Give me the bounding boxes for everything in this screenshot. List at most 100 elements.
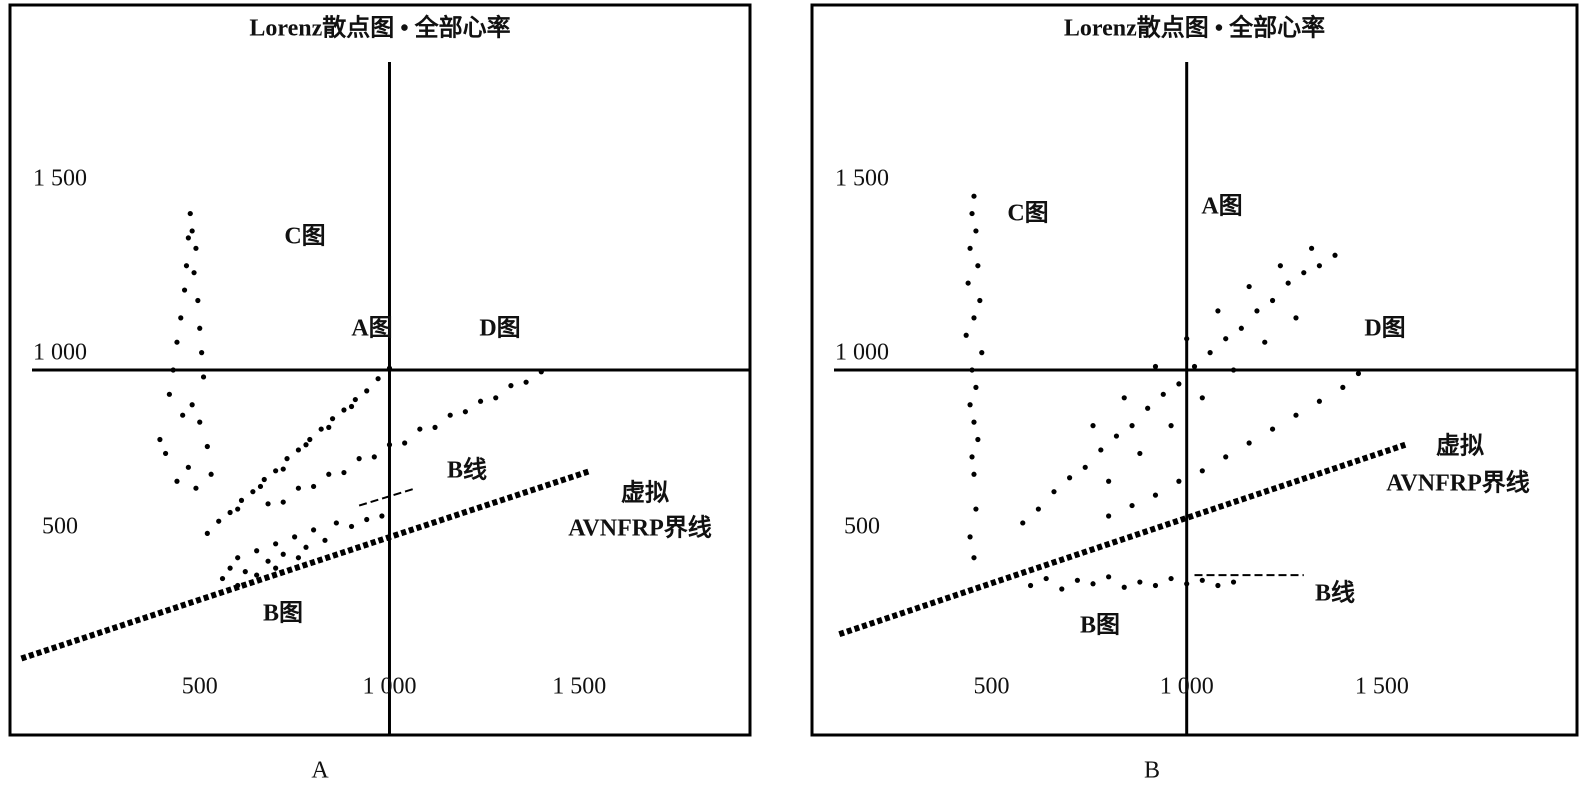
caption: A [311, 758, 329, 784]
scatter-point [1199, 468, 1205, 474]
cluster-label: D图 [479, 315, 520, 342]
scatter-point [1106, 574, 1112, 580]
cluster-label: C图 [284, 223, 325, 250]
cluster-label: B图 [263, 600, 303, 627]
scatter-point [227, 565, 233, 571]
scatter-point [1160, 391, 1166, 397]
scatter-point [189, 228, 195, 234]
scatter-point [973, 506, 979, 512]
scatter-point [1316, 263, 1322, 269]
scatter-point [199, 350, 205, 356]
scatter-point [273, 565, 279, 571]
scatter-point [185, 235, 191, 241]
scatter-point [1090, 581, 1096, 587]
scatter-point [295, 485, 302, 491]
scatter-point [1129, 502, 1135, 509]
scatter-point [280, 551, 286, 557]
scatter-point [975, 436, 981, 443]
scatter-point [1090, 423, 1096, 429]
scatter-point [1269, 426, 1276, 432]
scatter-point [1137, 450, 1143, 457]
scatter-point [265, 558, 271, 564]
scatter-point [1285, 280, 1291, 286]
scatter-point [307, 436, 313, 443]
scatter-point [1027, 582, 1034, 589]
scatter-point [193, 485, 199, 491]
scatter-point [477, 398, 484, 404]
scatter-point [333, 520, 339, 526]
scatter-point [1152, 492, 1159, 498]
reference-line [838, 441, 1407, 638]
scatter-point [242, 569, 248, 575]
scatter-point [1129, 423, 1135, 429]
scatter-point [1199, 577, 1205, 583]
x-tick-label: 500 [182, 674, 218, 700]
x-tick-label: 1 000 [1160, 674, 1214, 700]
scatter-point [352, 396, 358, 403]
y-tick-label: 1 000 [33, 340, 87, 366]
scatter-point [1176, 381, 1182, 387]
scatter-point [1184, 336, 1190, 342]
scatter-point [1332, 252, 1338, 258]
scatter-point [1277, 263, 1283, 269]
scatter-point [1051, 489, 1057, 495]
scatter-point [1293, 412, 1299, 418]
scatter-point [1168, 423, 1174, 429]
scatter-point [1207, 350, 1213, 356]
y-tick-label: 1 500 [835, 166, 889, 192]
chart-title: Lorenz散点图 • 全部心率 [249, 14, 510, 42]
scatter-point [386, 442, 393, 448]
scatter-point [523, 379, 529, 385]
scatter-point [447, 412, 453, 418]
scatter-point [174, 478, 180, 484]
scatter-point [273, 541, 279, 547]
scatter-point [216, 518, 222, 524]
scatter-point [1152, 363, 1159, 370]
y-tick-label: 500 [42, 513, 78, 539]
scatter-point [280, 499, 286, 505]
scatter-point [326, 424, 332, 430]
scatter-point [341, 469, 347, 476]
reference-line-label: AVNFRP界线 [1386, 470, 1530, 497]
x-tick-label: 1 500 [552, 674, 606, 700]
scatter-point [310, 483, 317, 490]
scatter-point [265, 501, 271, 507]
scatter-point [219, 575, 226, 582]
scatter-point [197, 419, 203, 425]
scatter-point [973, 228, 979, 234]
scatter-point [462, 409, 468, 415]
scatter-point [967, 402, 973, 408]
scatter-point [1113, 433, 1120, 439]
scatter-point [1168, 575, 1174, 582]
scatter-point [254, 572, 260, 578]
scatter-point [254, 548, 260, 554]
scatter-point [977, 297, 983, 304]
scatter-point [191, 270, 197, 276]
scatter-point [1121, 584, 1127, 590]
scatter-point [303, 442, 309, 448]
scatter-point [261, 476, 267, 483]
scatter-point [257, 483, 264, 490]
scatter-point [1059, 586, 1065, 592]
scatter-point [969, 210, 975, 217]
scatter-point [303, 544, 309, 550]
scatter-point [971, 419, 977, 425]
scatter-point [1316, 398, 1322, 404]
scatter-point [1121, 395, 1127, 401]
scatter-point [386, 365, 393, 371]
scatter-point [971, 471, 977, 477]
scatter-point [969, 367, 975, 373]
scatter-point [364, 516, 370, 523]
scatter-point [250, 489, 256, 495]
scatter-point [1246, 440, 1252, 446]
reference-line [358, 487, 417, 507]
scatter-point [195, 297, 201, 304]
scatter-point [227, 509, 233, 516]
scatter-point [157, 436, 163, 443]
scatter-point [1145, 405, 1151, 411]
reference-line-label: B线 [447, 457, 487, 484]
scatter-point [189, 402, 195, 408]
x-tick-label: 1 500 [1355, 674, 1409, 700]
reference-line [20, 467, 592, 662]
